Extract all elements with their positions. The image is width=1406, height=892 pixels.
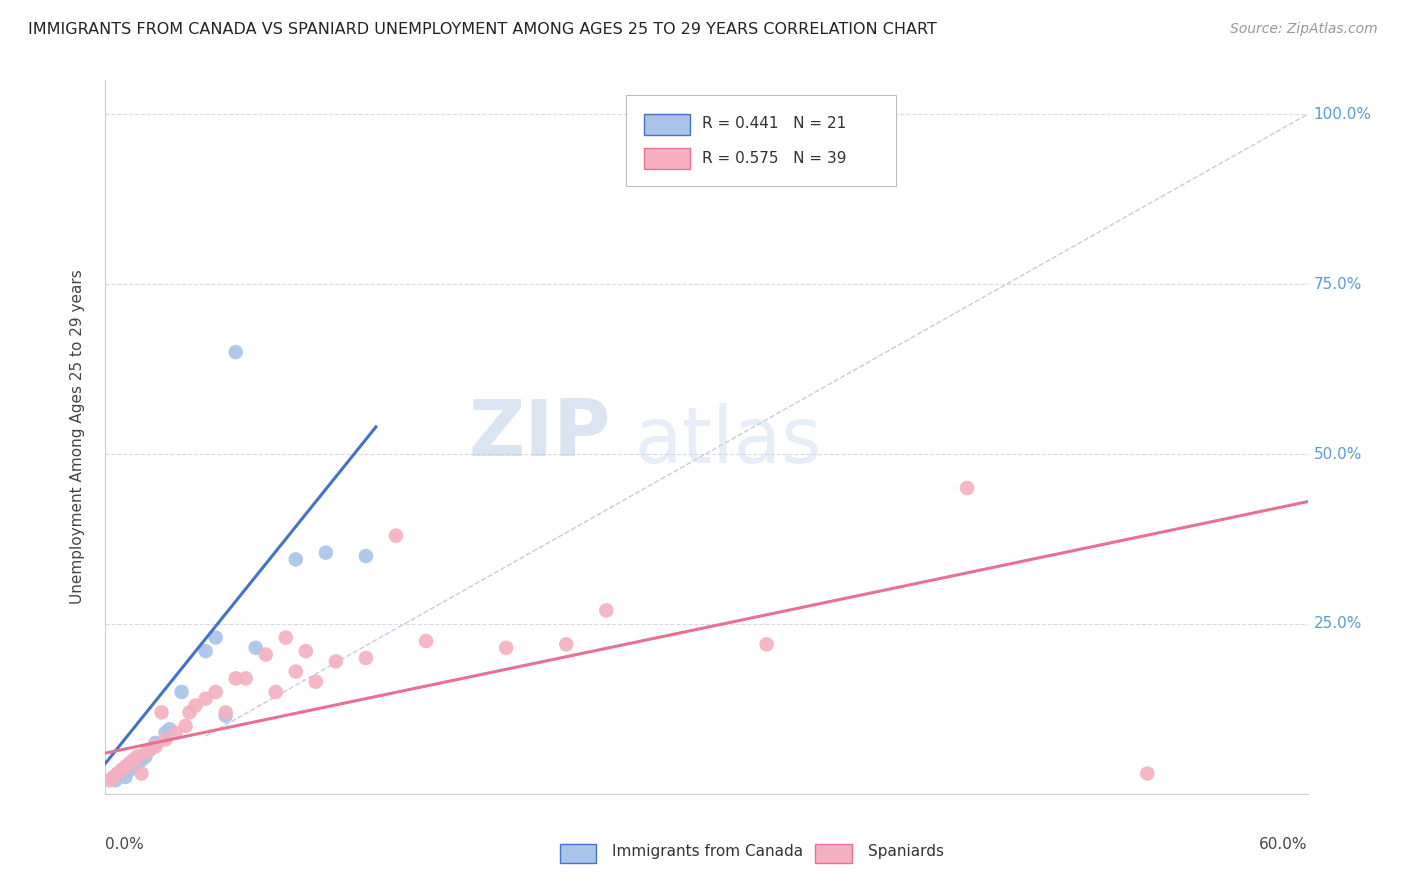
Point	[956, 481, 979, 495]
Y-axis label: Unemployment Among Ages 25 to 29 years: Unemployment Among Ages 25 to 29 years	[70, 269, 84, 605]
Text: 100.0%: 100.0%	[1313, 107, 1372, 122]
Text: atlas: atlas	[634, 402, 823, 479]
Point	[555, 637, 578, 651]
Point	[315, 546, 337, 560]
Point	[107, 766, 129, 780]
Point	[145, 736, 167, 750]
Point	[114, 760, 136, 774]
Point	[155, 732, 177, 747]
Point	[127, 749, 149, 764]
Text: 60.0%: 60.0%	[1260, 837, 1308, 852]
Point	[214, 706, 236, 720]
Point	[495, 640, 517, 655]
Point	[174, 719, 197, 733]
Point	[103, 770, 125, 784]
Text: 0.0%: 0.0%	[105, 837, 145, 852]
Point	[122, 753, 145, 767]
Point	[325, 654, 347, 668]
Text: ZIP: ZIP	[468, 395, 610, 472]
Text: Spaniards: Spaniards	[868, 845, 943, 859]
Text: Source: ZipAtlas.com: Source: ZipAtlas.com	[1230, 22, 1378, 37]
Point	[305, 674, 328, 689]
Point	[295, 644, 318, 658]
Text: 25.0%: 25.0%	[1313, 616, 1362, 632]
Point	[184, 698, 207, 713]
Point	[114, 770, 136, 784]
Point	[385, 528, 408, 542]
Point	[755, 637, 778, 651]
Text: Immigrants from Canada: Immigrants from Canada	[612, 845, 803, 859]
Point	[138, 742, 160, 756]
Text: 75.0%: 75.0%	[1313, 277, 1362, 292]
Text: R = 0.441   N = 21: R = 0.441 N = 21	[702, 116, 846, 131]
Point	[150, 706, 173, 720]
Point	[135, 749, 157, 764]
Point	[131, 766, 153, 780]
Point	[415, 634, 437, 648]
Point	[138, 742, 160, 756]
Point	[131, 753, 153, 767]
Point	[98, 773, 121, 788]
Point	[104, 773, 127, 788]
Point	[264, 685, 287, 699]
Bar	[644, 114, 690, 136]
Point	[595, 603, 617, 617]
Point	[118, 763, 141, 777]
Point	[225, 671, 247, 685]
Point	[214, 708, 236, 723]
Point	[235, 671, 257, 685]
FancyBboxPatch shape	[626, 95, 897, 186]
Point	[194, 644, 217, 658]
Point	[274, 631, 297, 645]
Point	[1136, 766, 1159, 780]
Point	[284, 552, 307, 566]
Point	[354, 651, 377, 665]
Point	[145, 739, 167, 754]
Point	[127, 756, 149, 771]
Text: R = 0.575   N = 39: R = 0.575 N = 39	[702, 152, 846, 166]
Point	[354, 549, 377, 563]
Point	[110, 766, 132, 780]
Point	[225, 345, 247, 359]
Text: 50.0%: 50.0%	[1313, 447, 1362, 461]
Point	[110, 763, 132, 777]
Point	[254, 648, 277, 662]
Point	[204, 631, 226, 645]
Point	[179, 706, 201, 720]
Point	[204, 685, 226, 699]
Point	[194, 691, 217, 706]
Point	[155, 725, 177, 739]
Point	[170, 685, 193, 699]
Point	[122, 760, 145, 774]
Point	[118, 756, 141, 771]
Text: IMMIGRANTS FROM CANADA VS SPANIARD UNEMPLOYMENT AMONG AGES 25 TO 29 YEARS CORREL: IMMIGRANTS FROM CANADA VS SPANIARD UNEMP…	[28, 22, 936, 37]
Point	[135, 746, 157, 760]
Point	[284, 665, 307, 679]
Point	[245, 640, 267, 655]
Bar	[644, 148, 690, 169]
Point	[165, 725, 187, 739]
Point	[159, 723, 181, 737]
